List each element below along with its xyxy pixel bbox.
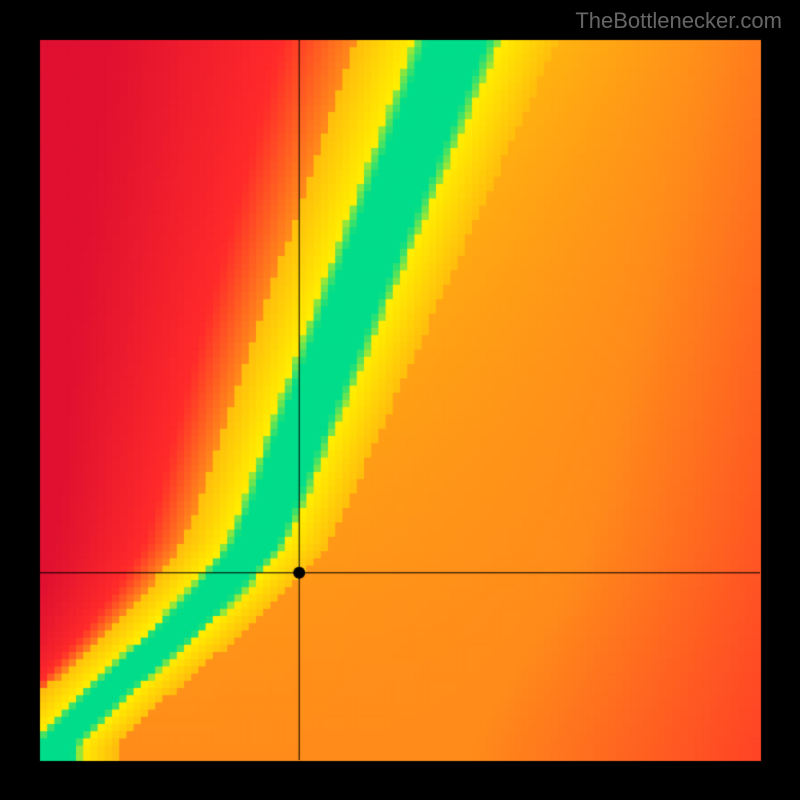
chart-container: { "watermark": { "text": "TheBottlenecke… [0,0,800,800]
bottleneck-heatmap [0,0,800,800]
watermark-text: TheBottlenecker.com [575,8,782,34]
